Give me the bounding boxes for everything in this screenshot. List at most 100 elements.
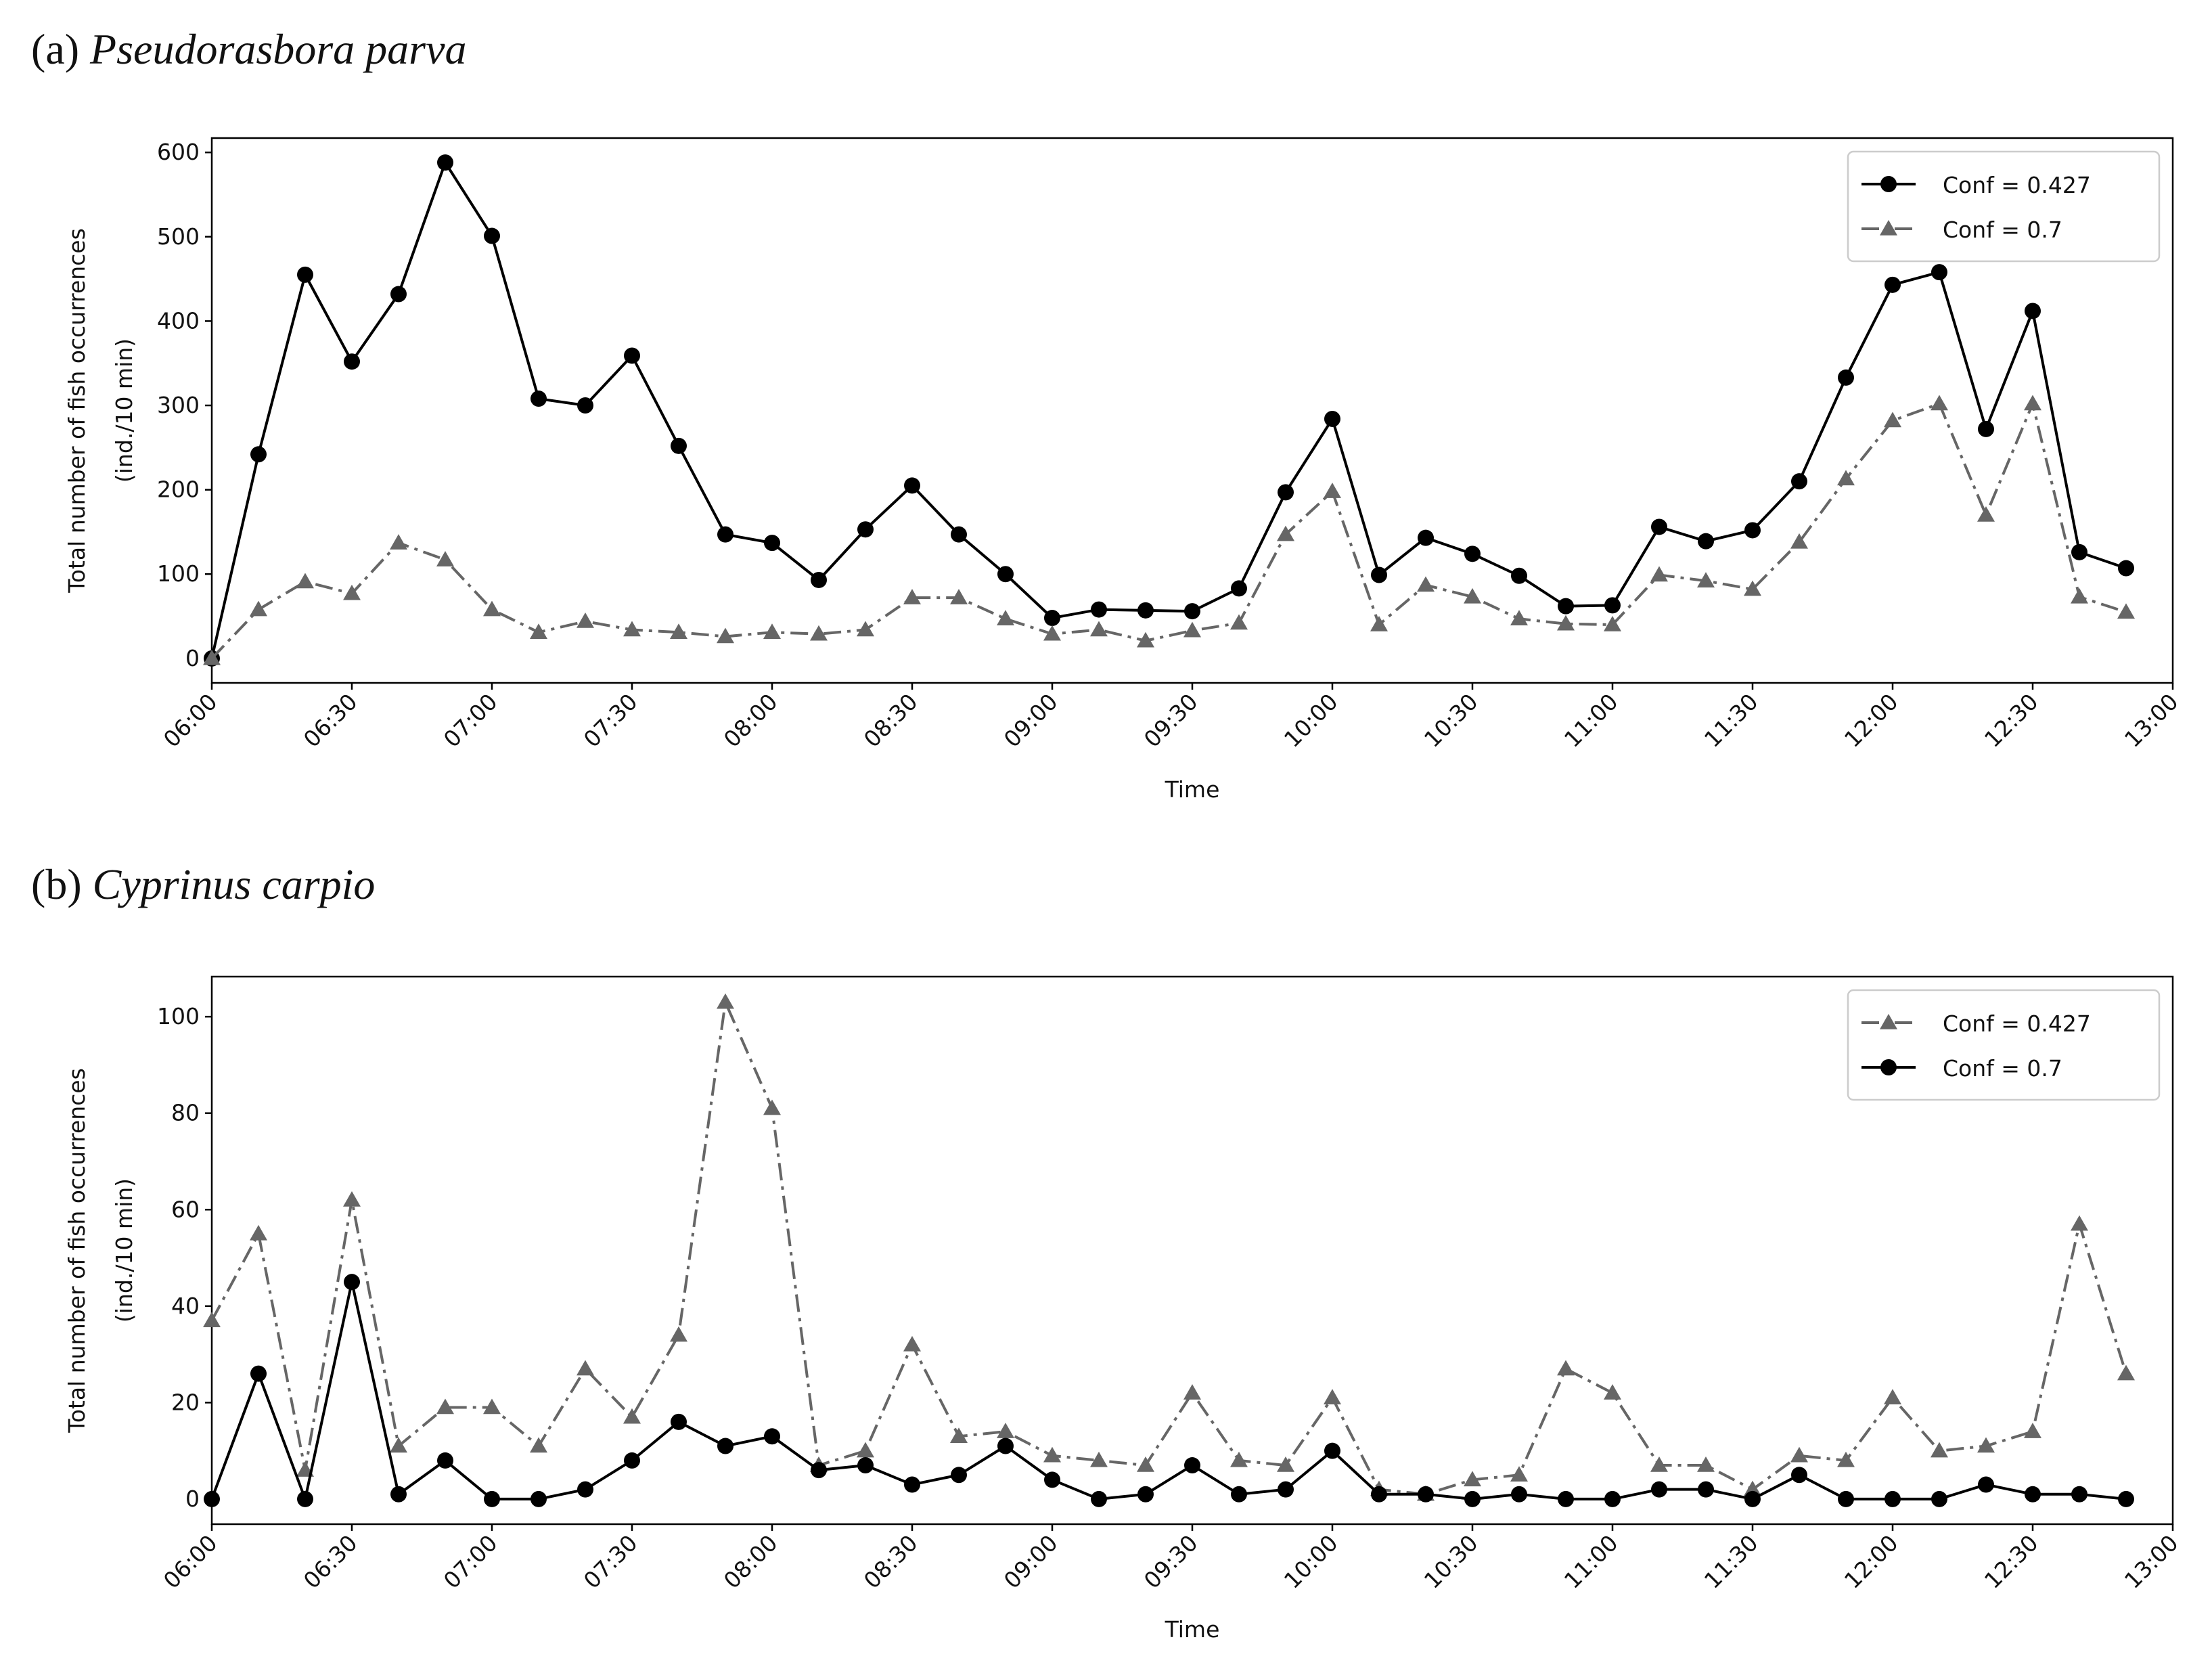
marker <box>1137 602 1154 619</box>
marker <box>903 589 921 604</box>
marker <box>2071 1215 2088 1231</box>
marker <box>1884 1389 1901 1405</box>
series-line <box>210 399 2127 660</box>
marker <box>717 993 734 1009</box>
x-tick-label: 07:30 <box>579 1530 643 1594</box>
marker <box>1697 572 1715 587</box>
marker <box>1091 601 1107 618</box>
marker <box>1790 533 1808 549</box>
marker <box>1880 1014 1897 1029</box>
marker <box>296 573 314 589</box>
x-tick-label: 12:30 <box>1979 688 2044 753</box>
marker <box>437 154 453 171</box>
marker <box>2025 1486 2041 1503</box>
y-tick-label: 400 <box>157 307 200 334</box>
marker <box>904 1476 920 1493</box>
marker <box>2118 560 2134 577</box>
marker <box>390 534 407 550</box>
marker <box>250 600 267 617</box>
x-tick-label: 12:00 <box>1839 688 1903 753</box>
marker <box>436 1398 454 1415</box>
marker <box>1838 1490 1854 1507</box>
marker <box>2118 1490 2134 1507</box>
x-tick-label: 10:30 <box>1419 1530 1483 1594</box>
marker <box>1604 597 1621 614</box>
x-tick-label: 11:00 <box>1559 1530 1623 1594</box>
marker <box>1324 1389 1341 1405</box>
marker <box>530 623 547 639</box>
marker <box>2117 603 2135 619</box>
x-tick-label: 13:00 <box>2119 688 2184 753</box>
marker <box>1044 610 1060 627</box>
marker <box>857 621 874 637</box>
marker <box>1884 276 1901 293</box>
marker <box>577 1360 594 1376</box>
marker <box>1558 1490 1574 1507</box>
marker <box>1977 506 1995 522</box>
chart-title: (a) Pseudorasbora parva <box>31 25 466 73</box>
y-axis-label: (ind./10 min) <box>111 1178 137 1322</box>
marker <box>1651 518 1667 535</box>
marker <box>904 477 920 494</box>
marker <box>437 1452 453 1469</box>
marker <box>623 621 641 637</box>
marker <box>997 1438 1014 1454</box>
marker <box>1790 1446 1808 1463</box>
marker <box>1371 566 1387 583</box>
y-tick-label: 20 <box>171 1389 200 1415</box>
x-tick-label: 09:00 <box>999 1530 1063 1594</box>
marker <box>1931 395 1948 411</box>
marker <box>1791 1467 1807 1484</box>
marker <box>1184 1457 1200 1474</box>
marker <box>1231 580 1247 597</box>
series-line <box>210 159 2127 659</box>
marker <box>203 649 221 665</box>
y-tick-label: 40 <box>171 1293 200 1319</box>
marker <box>671 1413 687 1430</box>
marker <box>624 1452 640 1469</box>
marker <box>1977 1437 1995 1453</box>
y-tick-label: 100 <box>157 1003 200 1029</box>
x-tick-label: 13:00 <box>2119 1530 2184 1594</box>
marker <box>1324 1442 1340 1459</box>
x-tick-label: 08:00 <box>719 688 783 753</box>
marker <box>1277 525 1294 541</box>
marker <box>1511 567 1527 584</box>
marker <box>670 623 687 639</box>
marker <box>1183 1384 1201 1400</box>
marker <box>1698 533 1714 550</box>
marker <box>250 446 267 463</box>
marker <box>1880 176 1897 192</box>
marker <box>857 521 874 538</box>
x-tick-label: 07:30 <box>579 688 643 753</box>
marker <box>344 1274 360 1291</box>
y-tick-label: 80 <box>171 1100 200 1126</box>
x-axis-label: Time <box>1165 1616 1220 1643</box>
x-tick-label: 12:00 <box>1839 1530 1903 1594</box>
y-tick-label: 0 <box>185 1486 200 1512</box>
marker <box>1370 616 1388 631</box>
marker <box>1557 1360 1575 1376</box>
title-label: (a) <box>31 25 79 73</box>
marker <box>436 551 454 566</box>
marker <box>2025 303 2041 319</box>
marker <box>997 610 1014 626</box>
marker <box>1324 483 1341 498</box>
y-tick-label: 60 <box>171 1196 200 1222</box>
marker <box>1557 615 1575 631</box>
chart: (a) Pseudorasbora parva 0 100 200 300 400 500 6… <box>31 25 2184 803</box>
marker <box>1090 1451 1108 1467</box>
marker <box>1931 1442 1948 1458</box>
y-axis-label: Total number of fish occurrences <box>64 1068 90 1433</box>
marker <box>950 1427 968 1444</box>
marker <box>1978 420 1994 437</box>
marker <box>951 1467 967 1484</box>
marker <box>1837 470 1855 486</box>
x-tick-label: 08:30 <box>859 1530 923 1594</box>
marker <box>1650 1456 1668 1472</box>
marker <box>390 1437 407 1453</box>
marker <box>763 623 781 639</box>
marker <box>1744 1480 1761 1496</box>
title-species: Pseudorasbora parva <box>89 25 466 73</box>
